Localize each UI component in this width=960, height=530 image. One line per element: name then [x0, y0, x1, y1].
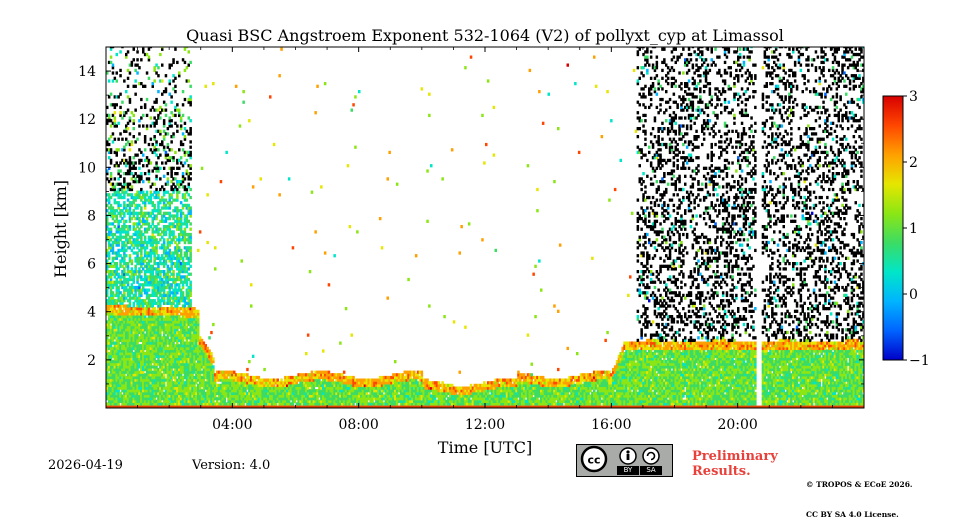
x-tick-label: 20:00: [717, 417, 757, 433]
x-tick-label: 04:00: [212, 417, 252, 433]
colorbar: 3 2 1 0 −1: [883, 89, 930, 369]
copyright-line1: © TROPOS & ECoE 2026.: [806, 480, 913, 490]
y-axis-label: Height [km]: [51, 180, 70, 278]
cc-label-by: BY: [617, 466, 639, 475]
y-tick-label: 2: [87, 353, 96, 369]
plot-area: [106, 45, 867, 408]
x-tick-label: 12:00: [465, 417, 505, 433]
copyright-notice: © TROPOS & ECoE 2026. CC BY SA 4.0 Licen…: [806, 460, 913, 530]
y-tick-label: 8: [87, 208, 96, 224]
preliminary-line2: Results.: [692, 464, 778, 479]
y-tick-label: 4: [87, 305, 96, 321]
colorbar-tick-label: −1: [909, 353, 930, 369]
footer-version: Version: 4.0: [192, 458, 270, 473]
sa-icon: [643, 448, 659, 464]
chart-title: Quasi BSC Angstroem Exponent 532-1064 (V…: [186, 26, 784, 45]
colorbar-tick-label: 0: [909, 287, 918, 303]
cc-license-badge[interactable]: cc BY SA: [576, 444, 673, 477]
y-tick-label: 6: [87, 257, 96, 273]
y-tick-label: 14: [78, 64, 96, 80]
colorbar-tick-label: 2: [909, 155, 918, 171]
copyright-line2: CC BY SA 4.0 License.: [806, 510, 913, 520]
preliminary-line1: Preliminary: [692, 449, 778, 464]
x-axis-label: Time [UTC]: [438, 438, 532, 457]
colorbar-tick-label: 3: [909, 89, 918, 105]
colorbar-tick-label: 1: [909, 221, 918, 237]
chart: Quasi BSC Angstroem Exponent 532-1064 (V…: [0, 0, 960, 480]
footer-date: 2026-04-19: [48, 458, 123, 473]
preliminary-notice: Preliminary Results.: [692, 449, 778, 479]
y-tick-label: 12: [78, 112, 96, 128]
cc-label-sa: SA: [640, 466, 662, 475]
y-tick-label: 10: [78, 160, 96, 176]
colorbar-bar: [883, 96, 903, 360]
x-tick-label: 08:00: [338, 417, 378, 433]
x-tick-label: 16:00: [591, 417, 631, 433]
